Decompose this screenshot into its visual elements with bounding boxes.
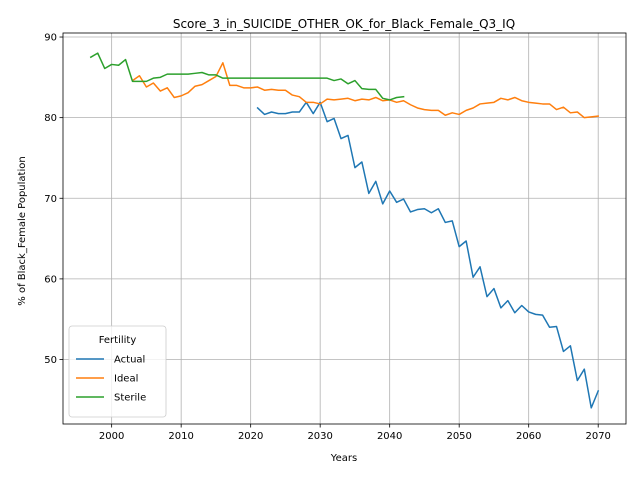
x-tick-label: 2060 — [516, 431, 541, 442]
x-tick-label: 2030 — [307, 431, 332, 442]
series-line-actual — [256, 101, 600, 409]
legend-label-ideal: Ideal — [114, 374, 138, 385]
legend-label-actual: Actual — [114, 355, 145, 366]
legend: Fertility Actual Ideal Sterile — [68, 325, 167, 418]
x-axis: 2000 2010 2020 2030 2040 2050 2060 2070 — [99, 424, 611, 442]
y-tick-label: 60 — [44, 274, 57, 285]
x-axis-label: Years — [330, 453, 357, 464]
chart-title: Score_3_in_SUICIDE_OTHER_OK_for_Black_Fe… — [173, 17, 515, 31]
legend-title: Fertility — [99, 335, 137, 346]
y-axis: 50 60 70 80 90 — [44, 33, 63, 366]
legend-box — [68, 325, 167, 418]
y-tick-label: 70 — [44, 194, 57, 205]
series-line-sterile — [89, 52, 405, 101]
y-tick-label: 80 — [44, 113, 57, 124]
y-tick-label: 90 — [44, 33, 57, 44]
series-lines — [89, 52, 600, 409]
x-tick-label: 2000 — [99, 431, 124, 442]
plot-frame — [62, 32, 627, 425]
x-tick-label: 2020 — [238, 431, 263, 442]
x-tick-label: 2070 — [585, 431, 610, 442]
x-tick-label: 2010 — [168, 431, 193, 442]
legend-label-sterile: Sterile — [114, 393, 146, 404]
y-axis-label: % of Black_Female Population — [17, 156, 28, 305]
series-line-ideal — [131, 62, 600, 119]
y-tick-label: 50 — [44, 355, 57, 366]
x-tick-label: 2050 — [446, 431, 471, 442]
x-tick-label: 2040 — [377, 431, 402, 442]
